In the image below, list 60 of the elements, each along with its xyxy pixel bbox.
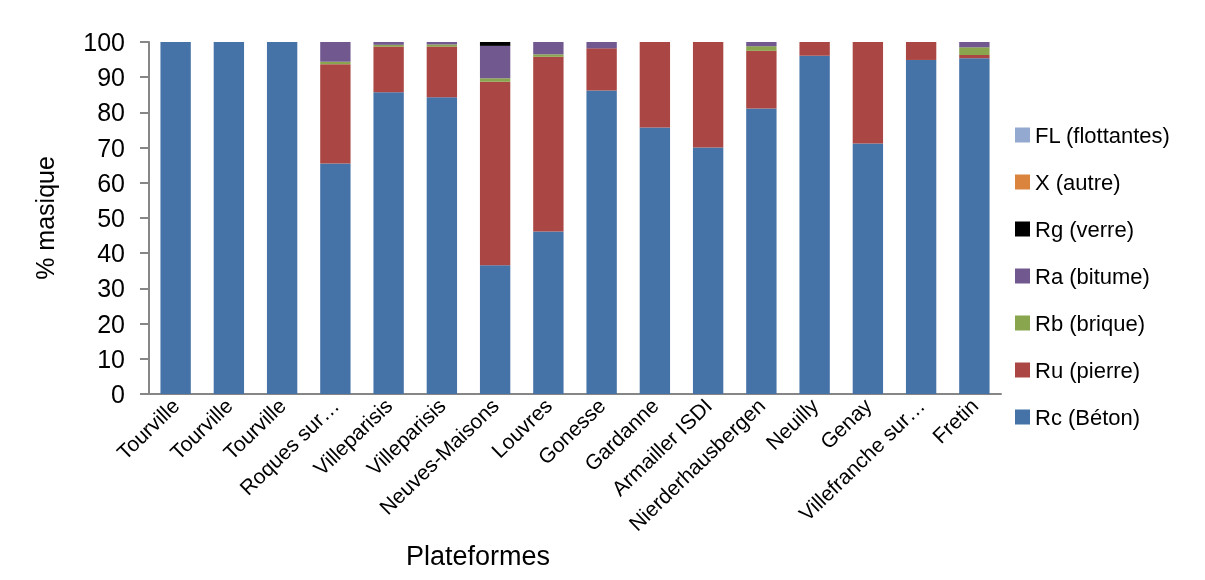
bar [320,64,351,164]
bar [266,42,298,394]
y-tick-label: 30 [97,274,125,303]
bar [959,42,990,48]
bar [533,56,564,232]
bar [373,92,404,394]
legend-label: FL (flottantes) [1035,122,1170,148]
y-tick-label: 80 [97,98,125,127]
bar [479,265,511,394]
bar [959,55,990,59]
bar [852,42,884,144]
bar [320,163,351,394]
bar [746,50,777,109]
bar [639,42,671,128]
legend-label: Ru (pierre) [1035,357,1141,383]
y-tick-label: 20 [97,309,125,338]
bar [426,46,458,98]
bar [692,42,724,148]
bar [160,42,191,394]
bar [479,45,511,79]
bar [746,46,777,51]
y-tick-label: 60 [97,168,125,197]
y-axis-title: % masique [30,156,59,280]
bar [746,108,777,394]
bar [959,58,990,394]
bar [533,231,564,394]
bar [479,42,511,46]
bar [586,48,617,91]
x-axis-title: Plateformes [406,540,551,571]
legend-label: X (autre) [1035,169,1121,195]
bar [959,47,990,56]
bar [586,42,617,49]
bar [213,42,245,394]
bar [799,42,830,56]
legend-label: Rc (Béton) [1035,404,1141,430]
bar [426,97,458,394]
bar [533,54,564,57]
bar [692,147,724,394]
legend-label: Rb (brique) [1035,310,1146,336]
y-tick-label: 10 [97,344,125,373]
bar [852,143,884,394]
legend-label: Ra (bitume) [1035,263,1150,289]
y-tick-label: 0 [111,380,125,408]
bar [479,81,511,266]
y-tick-label: 100 [83,28,125,56]
y-tick-label: 90 [97,63,125,92]
bar [586,90,617,394]
bar [373,46,404,93]
bar [905,59,937,394]
legend-label: Rg (verre) [1035,216,1135,242]
y-tick-label: 50 [97,204,125,232]
bar [746,42,777,47]
y-tick-label: 40 [97,239,125,268]
bar [639,127,671,394]
bar [320,42,351,62]
bar [479,78,511,82]
bar [533,42,564,55]
bar [905,42,937,60]
y-tick-label: 70 [97,133,125,162]
bar [799,55,830,394]
